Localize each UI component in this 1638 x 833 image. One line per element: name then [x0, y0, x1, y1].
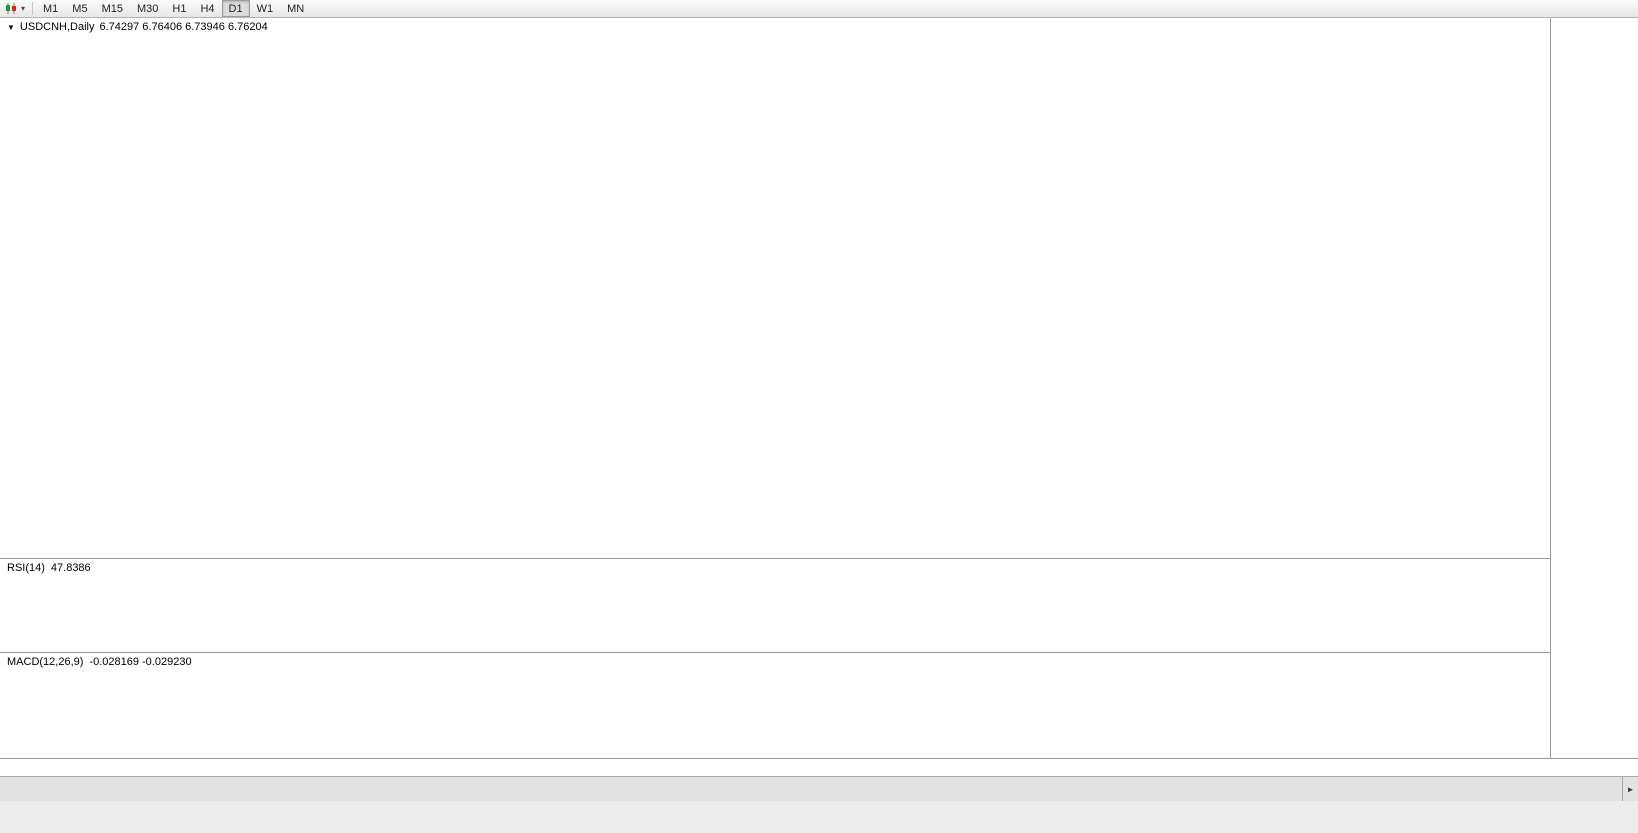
- price-chart-canvas[interactable]: [0, 18, 1550, 558]
- pane-splitter[interactable]: [0, 652, 1638, 653]
- chart-ohlc-values: 6.74297 6.76406 6.73946 6.76204: [99, 21, 268, 33]
- timeframe-button-d1[interactable]: D1: [221, 0, 250, 17]
- macd-indicator-name: MACD(12,26,9): [7, 656, 84, 668]
- timeframe-button-m5[interactable]: M5: [72, 2, 88, 15]
- tab-scroll-right-button[interactable]: ►: [1622, 777, 1638, 801]
- chart-tabs-bar: ►: [0, 776, 1638, 801]
- rsi-current-value: 47.8386: [50, 562, 91, 574]
- chart-profile-button[interactable]: ▾: [0, 0, 29, 17]
- timeframe-button-m30[interactable]: M30: [136, 2, 159, 15]
- timeframe-button-h1[interactable]: H1: [172, 2, 187, 15]
- timeframe-toolbar: ▾ M1 M5 M15 M30 H1 H4 D1 W1 MN: [0, 0, 1638, 18]
- macd-label: MACD(12,26,9) -0.028169 -0.029230: [7, 656, 192, 668]
- chart-window: ▼ USDCNH,Daily 6.74297 6.76406 6.73946 6…: [0, 18, 1638, 758]
- time-axis: [0, 758, 1638, 776]
- window-background: [0, 801, 1638, 833]
- pane-splitter[interactable]: [0, 558, 1638, 559]
- collapse-arrow-icon[interactable]: ▼: [7, 22, 15, 32]
- chart-symbol-label: USDCNH,Daily: [19, 21, 95, 33]
- toolbar-separator: [32, 2, 34, 15]
- macd-indicator-canvas[interactable]: [0, 653, 1550, 757]
- timeframe-button-m15[interactable]: M15: [101, 2, 123, 15]
- dropdown-caret-icon: ▾: [21, 3, 26, 13]
- price-axis-column: [1550, 18, 1638, 758]
- macd-current-values: -0.028169 -0.029230: [89, 656, 192, 668]
- timeframe-button-w1[interactable]: W1: [256, 2, 274, 15]
- rsi-label: RSI(14) 47.8386: [7, 562, 91, 574]
- candlestick-chart-icon: [6, 3, 16, 14]
- timeframe-button-h4[interactable]: H4: [200, 2, 215, 15]
- chart-title: ▼ USDCNH,Daily 6.74297 6.76406 6.73946 6…: [7, 21, 268, 33]
- timeframe-button-group: M1 M5 M15 M30 H1 H4 D1 W1 MN: [36, 0, 311, 17]
- rsi-indicator-canvas[interactable]: [0, 559, 1550, 652]
- timeframe-button-mn[interactable]: MN: [287, 2, 305, 15]
- timeframe-button-m1[interactable]: M1: [43, 2, 59, 15]
- rsi-indicator-name: RSI(14): [7, 562, 45, 574]
